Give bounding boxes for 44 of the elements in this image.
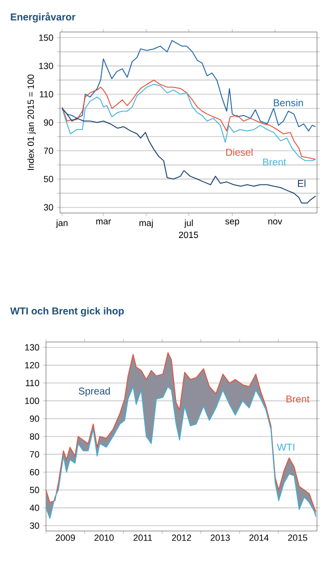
x-tick-label: 2010 [94, 534, 114, 541]
y-tick-label: 40 [30, 504, 40, 511]
x-tick-label: 2013 [210, 534, 230, 541]
y-tick-label: 50 [30, 486, 40, 494]
y-axis-title: Index 01 jan 2015 = 100 [27, 74, 36, 170]
y-tick-label: 70 [44, 148, 54, 154]
y-tick-label: 80 [30, 433, 40, 440]
x-tick-label: jan [56, 220, 68, 228]
series-label: Diesel [226, 148, 252, 156]
y-tick-label: 130 [25, 344, 40, 351]
x-tick-label: mar [96, 220, 111, 224]
y-tick-label: 110 [26, 380, 40, 386]
y-tick-label: 90 [30, 415, 40, 422]
line-series [46, 386, 316, 519]
y-tick-label: 50 [44, 176, 54, 182]
line-series [62, 108, 316, 204]
x-tick-label: 2014 [249, 534, 269, 541]
series-label: Bensin [274, 99, 303, 106]
y-tick-label: 100 [25, 398, 40, 404]
y-tick-label: 30 [30, 522, 40, 529]
y-tick-label: 30 [44, 204, 54, 211]
y-tick-label: 110 [40, 91, 54, 98]
y-tick-label: 120 [25, 362, 40, 368]
x-tick-label: 2015 [288, 534, 308, 541]
x-tick-label: jul [184, 220, 193, 228]
annotation: Spread [78, 387, 110, 397]
text: Brent [286, 396, 310, 403]
x-tick-label: 2011 [134, 534, 152, 541]
x-tick-label: sep [225, 220, 240, 226]
x-tick-label: 2012 [172, 534, 192, 541]
x-tick-label: nov [268, 220, 282, 224]
y-tick-label: 70 [30, 451, 40, 458]
chart-title: Energiråvaror [10, 12, 76, 22]
y-tick-label: 150 [39, 34, 54, 41]
x-tick-label: maj [140, 220, 153, 228]
x-tick-label: 2009 [56, 534, 75, 541]
chart-title: WTI och Brent gick ihop [10, 307, 124, 317]
y-tick-label: 90 [44, 119, 54, 126]
y-tick-label: 60 [30, 468, 40, 476]
x-axis-title: 2015 [178, 232, 198, 238]
series-label: Brent [263, 158, 286, 166]
y-tick-label: 130 [39, 62, 54, 70]
series-label: El [298, 180, 306, 187]
series-label: WTI [276, 444, 294, 451]
